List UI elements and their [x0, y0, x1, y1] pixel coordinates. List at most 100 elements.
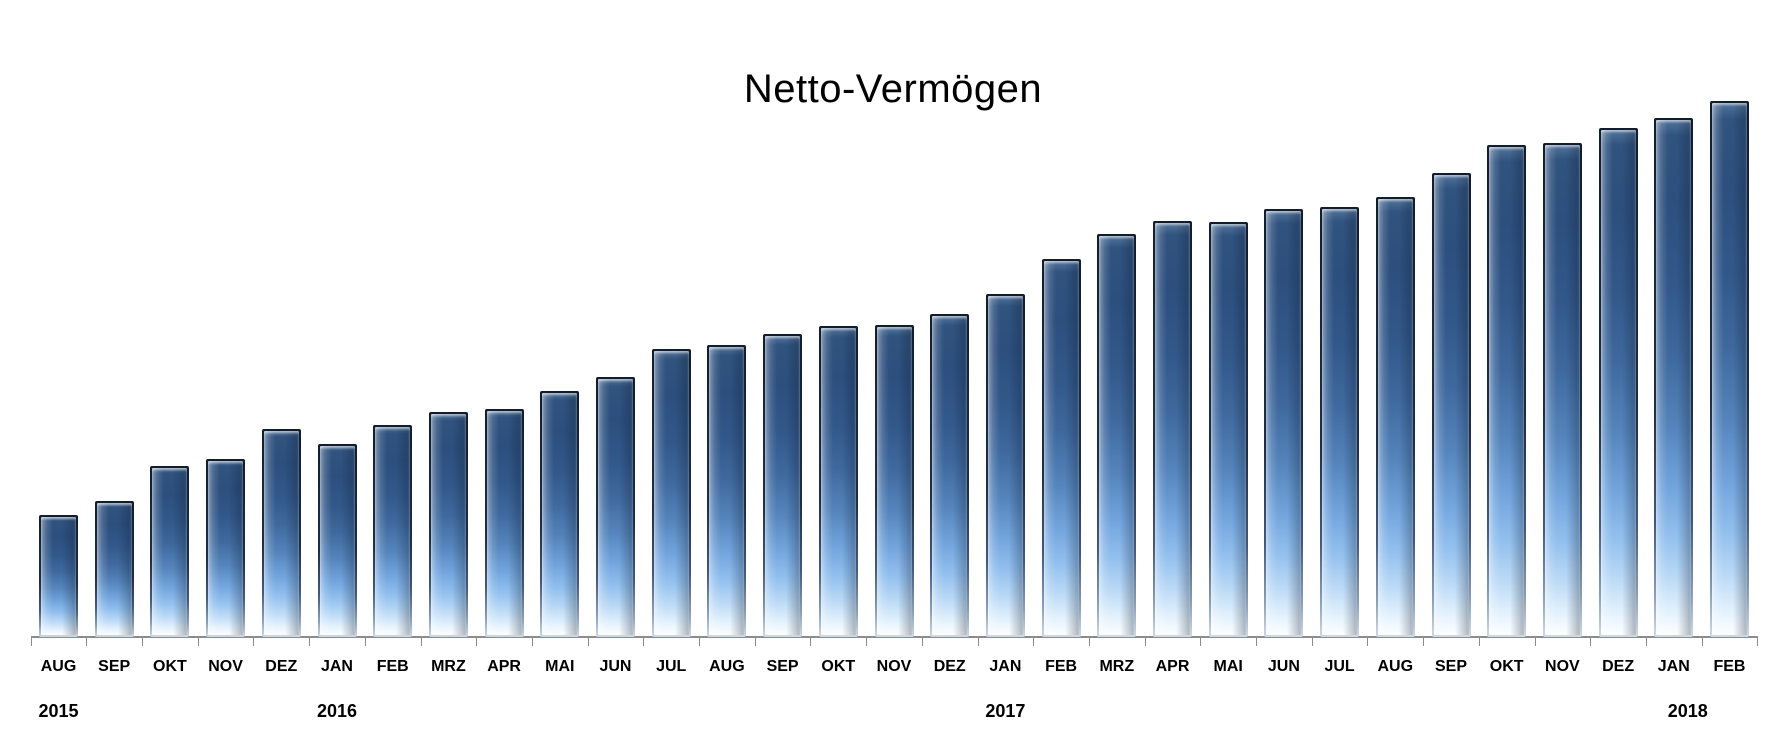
month-label: JAN	[320, 658, 353, 675]
month-label: AUG	[40, 658, 77, 675]
bar-fill	[820, 328, 856, 635]
bar	[94, 501, 134, 637]
bar	[1264, 209, 1304, 637]
bar-fill	[765, 336, 801, 635]
bar-fill	[1600, 130, 1636, 635]
bar	[651, 349, 691, 637]
month-label: MRZ	[431, 658, 466, 675]
bar	[1710, 101, 1749, 637]
month-label: AUG	[1377, 658, 1414, 675]
month-label: OKT	[153, 658, 187, 675]
axis-tick-mark	[699, 637, 700, 646]
axis-tick-mark	[197, 637, 199, 646]
month-label: JAN	[989, 658, 1022, 675]
month-label: FEB	[1713, 658, 1746, 675]
axis-tick-mark	[142, 637, 143, 646]
axis-tick-mark	[921, 637, 923, 646]
axis-tick-mark	[253, 637, 255, 646]
bar-fill	[987, 296, 1023, 635]
bar	[1487, 145, 1527, 637]
chart-title: Netto-Vermögen	[743, 67, 1043, 111]
bar-fill	[598, 379, 633, 635]
axis-tick-mark	[1645, 637, 1647, 646]
bar	[1041, 259, 1081, 637]
bar	[818, 326, 858, 637]
month-label: SEP	[1434, 658, 1467, 675]
axis-tick-mark	[1701, 637, 1703, 646]
bar	[428, 412, 468, 637]
month-label: NOV	[208, 658, 243, 675]
bar-fill	[1656, 120, 1692, 635]
bar-fill	[96, 503, 132, 635]
axis-tick-mark	[30, 637, 32, 646]
bar	[874, 325, 914, 637]
axis-tick-mark	[866, 637, 868, 646]
bar	[985, 294, 1025, 637]
axis-tick-mark	[1590, 637, 1592, 646]
axis-tick-mark	[364, 637, 366, 646]
axis-tick-mark	[1033, 637, 1035, 646]
month-label: JUL	[656, 658, 687, 675]
bar-fill	[1712, 103, 1747, 635]
bar-fill	[1377, 199, 1413, 635]
year-label: 2018	[1667, 701, 1708, 721]
axis-tick-mark	[587, 637, 589, 646]
bar	[317, 444, 357, 637]
bar	[484, 409, 524, 637]
bar-fill	[1322, 209, 1358, 635]
month-label: DEZ	[265, 658, 298, 675]
month-label: JUN	[1267, 658, 1300, 675]
bar-fill	[1043, 261, 1079, 635]
axis-tick-mark	[1311, 637, 1313, 646]
bar-fill	[709, 347, 745, 635]
month-label: JAN	[1657, 658, 1690, 675]
month-label: NOV	[876, 658, 912, 675]
bar	[150, 466, 190, 637]
bar	[1097, 234, 1137, 637]
year-label: 2016	[316, 701, 358, 721]
bar	[1320, 207, 1360, 637]
axis-tick-mark	[86, 637, 88, 646]
bar-fill	[1210, 224, 1246, 635]
bar-fill	[41, 517, 76, 635]
bar-fill	[208, 461, 244, 635]
bar-fill	[375, 427, 411, 635]
axis-tick-mark	[531, 637, 533, 646]
year-label: 2015	[38, 701, 79, 721]
bar	[373, 425, 413, 637]
bar	[596, 377, 635, 637]
axis-tick-mark	[1757, 637, 1759, 646]
axis-tick-mark	[1423, 637, 1425, 646]
axis-tick-mark	[1534, 637, 1536, 646]
x-axis-line	[30, 636, 1759, 638]
axis-tick-mark	[643, 637, 645, 646]
bar-fill	[430, 414, 466, 635]
axis-tick-mark	[1144, 637, 1146, 646]
month-label: NOV	[1545, 658, 1580, 675]
axis-tick-mark	[977, 637, 979, 646]
month-label: MAI	[1213, 658, 1243, 675]
bar	[540, 391, 580, 637]
axis-tick-mark	[1367, 637, 1369, 646]
bar	[1208, 222, 1248, 637]
bar	[261, 429, 301, 637]
bar-fill	[876, 327, 912, 635]
bar-fill	[152, 468, 188, 635]
bar-fill	[1099, 236, 1135, 635]
axis-tick-mark	[1200, 637, 1202, 646]
bar	[707, 345, 747, 637]
axis-tick-mark	[420, 637, 422, 646]
axis-tick-mark	[1478, 637, 1480, 646]
month-label: OKT	[821, 658, 856, 675]
bar-fill	[486, 411, 522, 635]
bar	[39, 515, 78, 637]
year-label: 2017	[985, 701, 1026, 721]
month-label: JUL	[1324, 658, 1355, 675]
axis-tick-mark	[1088, 637, 1090, 646]
month-label: MRZ	[1099, 658, 1135, 675]
axis-tick-mark	[476, 637, 478, 646]
axis-tick-mark	[1256, 637, 1257, 646]
month-label: JUN	[599, 658, 632, 675]
bar	[1654, 118, 1694, 637]
